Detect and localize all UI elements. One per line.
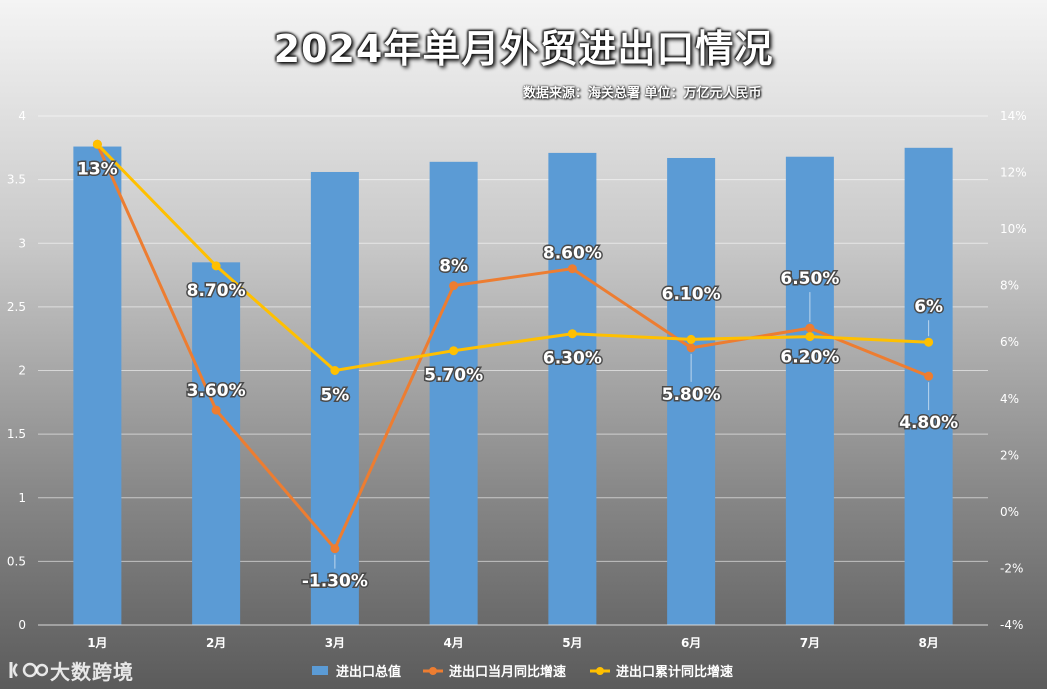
point-monthly (330, 544, 340, 554)
y-left-tick-label: 2.5 (7, 300, 26, 314)
x-tick-label: 4月 (443, 636, 463, 650)
data-label: 8.70% (187, 281, 246, 301)
y-right-tick-label: 6% (1000, 335, 1019, 349)
data-label: 6.10% (662, 284, 721, 304)
data-label: 8% (439, 257, 468, 277)
y-right-tick-label: 4% (1000, 392, 1019, 406)
legend-label: 进出口总值 (336, 664, 401, 680)
data-label-layer: 13% 3.60% -1.30% 8% 8.60% 5.80% 6.50% 4.80% 8.70… (76, 158, 960, 593)
point-cumulative (211, 261, 221, 271)
y-right-tick-label: 14% (1000, 109, 1027, 123)
legend-swatch-bar (312, 666, 328, 675)
y-left-tick-label: 0.5 (7, 554, 26, 568)
bar (192, 262, 241, 625)
point-cumulative (567, 329, 577, 339)
chart-title: 2024年单月外贸进出口情况 (273, 27, 774, 71)
y-left-tick-label: 3 (18, 236, 26, 250)
x-tick-label: 8月 (918, 636, 938, 650)
y-left-tick-label: 3.5 (7, 173, 26, 187)
y-left-tick-label: 1 (18, 491, 26, 505)
y-right-tick-label: 2% (1000, 448, 1019, 462)
legend-label: 进出口当月同比增速 (449, 664, 566, 680)
point-monthly (449, 281, 459, 291)
y-right-tick-label: -2% (1000, 561, 1023, 575)
watermark-logo-icon (8, 658, 49, 682)
point-cumulative (449, 346, 459, 356)
series-line-cumulative (96, 143, 929, 372)
data-label: 6.30% (543, 349, 602, 369)
source-note: 数据来源：海关总署 单位：万亿元人民币 (523, 86, 762, 101)
bar-layer (73, 146, 953, 626)
y-left-tick-label: 0 (18, 618, 26, 632)
point-monthly (924, 371, 934, 381)
data-label: 3.60% (187, 381, 246, 401)
bar (73, 146, 122, 626)
grid-layer (38, 115, 988, 626)
series-line-monthly (96, 143, 930, 551)
y-left-tick-label: 2 (18, 364, 26, 378)
point-cumulative (924, 337, 934, 347)
x-tick-label: 3月 (325, 636, 345, 650)
x-tick-label: 7月 (800, 636, 820, 650)
legend-swatch-marker (596, 667, 604, 675)
axis-layer: 0 0.5 1 1.5 2 2.5 3 3.5 4 -4% -2% 0% 2% 4% 6% 8% 10% 12% 1… (7, 109, 1027, 650)
point-monthly (686, 343, 696, 353)
bar (785, 156, 834, 625)
x-tick-label: 2月 (206, 636, 226, 650)
data-label: 6.20% (780, 348, 839, 368)
bar (429, 161, 478, 625)
data-label: 13% (77, 159, 118, 179)
data-label: 8.60% (543, 244, 602, 264)
y-left-tick-label: 1.5 (7, 427, 26, 441)
bar (667, 157, 716, 625)
point-cumulative (330, 366, 340, 375)
watermark-text: 大数跨境 (50, 659, 134, 684)
leader-layer (334, 292, 930, 569)
y-right-tick-label: 8% (1000, 279, 1019, 293)
line-layer (92, 139, 934, 554)
data-label: 6.50% (780, 269, 839, 289)
point-monthly (805, 323, 815, 333)
legend: 进出口总值 进出口当月同比增速 进出口累计同比增速 (312, 664, 733, 680)
legend-swatch-marker (429, 667, 437, 675)
data-label: 5.80% (662, 385, 721, 405)
legend-label: 进出口累计同比增速 (616, 664, 733, 680)
data-label: 4.80% (899, 413, 958, 433)
watermark: 大数跨境 (8, 656, 134, 684)
bar (548, 152, 597, 625)
point-monthly (567, 264, 577, 274)
point-cumulative (92, 139, 102, 149)
x-tick-label: 1月 (87, 636, 107, 650)
data-label: 5% (320, 386, 349, 406)
y-right-tick-label: 0% (1000, 505, 1019, 519)
y-right-tick-label: -4% (1000, 618, 1023, 632)
y-right-tick-label: 12% (1000, 166, 1027, 180)
y-right-tick-label: 10% (1000, 222, 1027, 236)
x-tick-label: 6月 (681, 636, 701, 650)
data-label: -1.30% (302, 572, 368, 592)
x-tick-label: 5月 (562, 636, 582, 650)
data-label: 5.70% (424, 366, 483, 386)
data-label: 6% (914, 297, 943, 317)
point-monthly (211, 405, 221, 415)
point-cumulative (686, 334, 696, 344)
point-cumulative (805, 332, 815, 342)
y-left-tick-label: 4 (18, 109, 26, 123)
